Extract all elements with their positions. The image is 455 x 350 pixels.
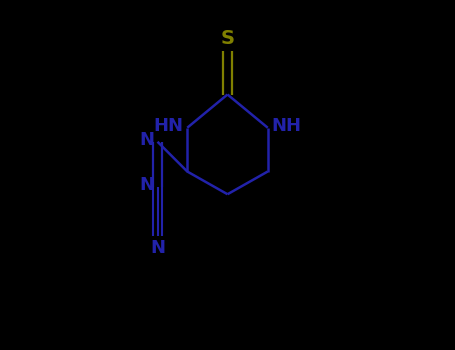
Text: HN: HN <box>154 117 184 135</box>
Text: NH: NH <box>271 117 301 135</box>
Text: N: N <box>139 131 154 149</box>
Text: S: S <box>221 29 234 48</box>
Text: N: N <box>139 176 154 195</box>
Text: N: N <box>150 239 165 257</box>
